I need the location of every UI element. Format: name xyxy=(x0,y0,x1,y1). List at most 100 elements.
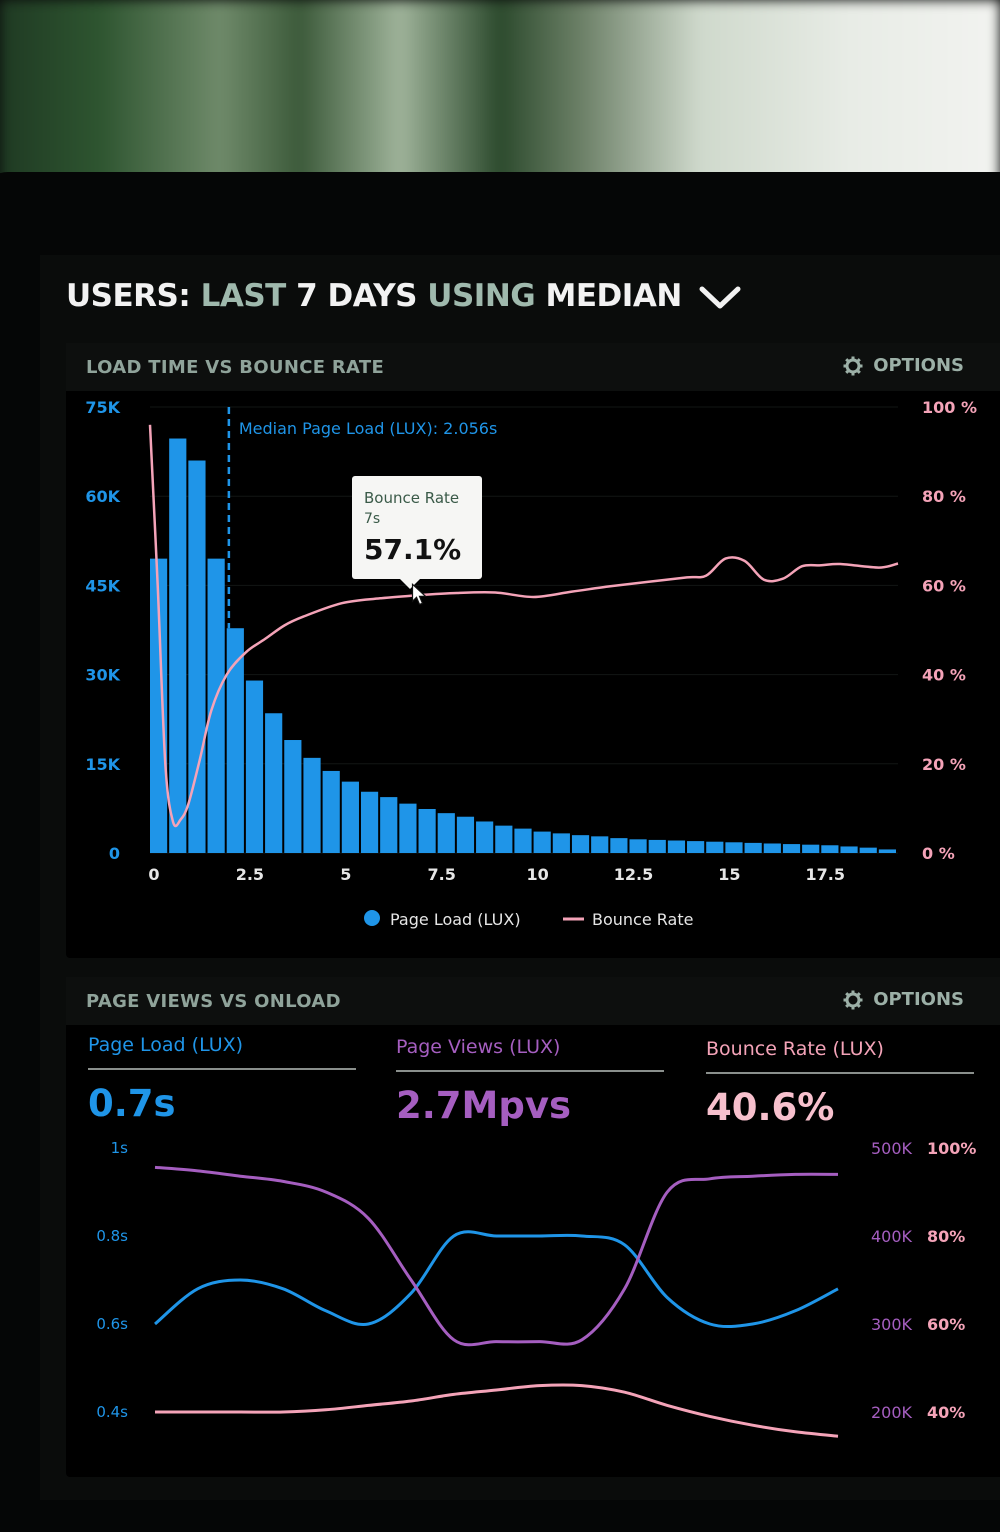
y-right-tick-label: 20 % xyxy=(922,755,966,774)
tooltip-pointer xyxy=(400,579,420,589)
bar xyxy=(476,821,494,853)
bar xyxy=(840,846,858,853)
bar xyxy=(169,438,187,853)
y-left-tick-label: 0 xyxy=(109,844,120,863)
legend-label: Bounce Rate xyxy=(592,910,693,929)
metric-page-load[interactable]: Page Load (LUX) 0.7s xyxy=(88,1034,356,1125)
metric-bounce-rate[interactable]: Bounce Rate (LUX) 40.6% xyxy=(706,1038,974,1129)
load-time-chart: 0 15K 30K 45K 60K 75K 0 % 20 % 40 % 60 % 80 % 100 %… xyxy=(85,398,977,929)
page-title[interactable]: USERS: LAST 7 DAYS USING MEDIAN xyxy=(66,278,742,314)
metric-divider xyxy=(396,1070,664,1072)
title-last: LAST xyxy=(200,278,287,314)
title-aggregate: MEDIAN xyxy=(545,278,683,314)
bar xyxy=(687,841,705,853)
bar xyxy=(610,838,628,853)
gear-icon xyxy=(843,990,863,1009)
metric-value: 40.6% xyxy=(706,1086,835,1129)
median-label: Median Page Load (LUX): 2.056s xyxy=(239,419,497,438)
metric-page-views[interactable]: Page Views (LUX) 2.7Mpvs xyxy=(396,1036,664,1127)
bar xyxy=(667,840,686,853)
cursor-icon xyxy=(411,582,428,606)
bar xyxy=(725,842,743,853)
options-label: OPTIONS xyxy=(873,989,964,1010)
title-range: 7 DAYS xyxy=(296,278,417,314)
options-button[interactable]: OPTIONS xyxy=(843,355,964,376)
gear-icon xyxy=(843,356,863,375)
title-users: USERS: xyxy=(66,278,191,314)
bar xyxy=(303,757,321,853)
bar xyxy=(456,816,475,853)
bar xyxy=(802,844,820,853)
bounce-rate-line xyxy=(148,424,899,828)
bar xyxy=(399,803,417,853)
y-right-tick-label: 60 % xyxy=(922,576,966,595)
y-left-tick-label: 45K xyxy=(85,576,120,595)
bar xyxy=(648,839,666,853)
x-tick-label: 10 xyxy=(526,865,548,884)
bar xyxy=(226,628,244,853)
legend-marker xyxy=(364,910,380,926)
x-tick-label: 0 xyxy=(148,865,159,884)
tooltip-x: 7s xyxy=(364,511,380,527)
bar xyxy=(591,836,609,853)
options-label: OPTIONS xyxy=(873,355,964,376)
options-button[interactable]: OPTIONS xyxy=(843,989,964,1010)
metric-label: Bounce Rate (LUX) xyxy=(706,1038,884,1060)
y-left-tick-label: 75K xyxy=(85,398,120,417)
title-using: USING xyxy=(427,278,536,314)
panel-header: PAGE VIEWS VS ONLOAD OPTIONS xyxy=(66,977,1000,1025)
x-tick-label: 5 xyxy=(340,865,351,884)
bar xyxy=(418,808,436,853)
y-left-tick-label: 15K xyxy=(85,755,120,774)
metric-value: 2.7Mpvs xyxy=(396,1084,571,1127)
tooltip-value: 57.1% xyxy=(364,533,461,566)
bar xyxy=(495,825,513,853)
bar xyxy=(284,740,302,853)
bar xyxy=(859,847,877,853)
y-left-tick-label: 30K xyxy=(85,666,120,685)
bar xyxy=(706,841,724,853)
panel-header: LOAD TIME VS BOUNCE RATE OPTIONS xyxy=(66,343,1000,391)
bar xyxy=(782,844,801,853)
y-right-tick-label: 100 % xyxy=(922,398,977,417)
x-tick-label: 12.5 xyxy=(614,865,653,884)
panel-title: PAGE VIEWS VS ONLOAD xyxy=(86,991,341,1012)
y-right-tick-label: 0 % xyxy=(922,844,955,863)
bar xyxy=(150,558,168,853)
bar xyxy=(265,713,283,853)
panel-title: LOAD TIME VS BOUNCE RATE xyxy=(86,357,385,378)
bar xyxy=(763,843,781,853)
x-tick-label: 2.5 xyxy=(236,865,264,884)
y-right-tick-label: 40 % xyxy=(922,666,966,685)
x-tick-label: 7.5 xyxy=(428,865,456,884)
bar xyxy=(878,849,896,853)
bar xyxy=(380,797,398,853)
bar xyxy=(821,845,839,853)
metric-value: 0.7s xyxy=(88,1082,176,1125)
bar xyxy=(360,791,379,853)
bar xyxy=(744,842,762,853)
bar xyxy=(322,770,340,853)
bar xyxy=(629,839,647,853)
bar xyxy=(571,835,590,853)
y-left-tick-label: 60K xyxy=(85,487,120,506)
bar xyxy=(245,680,264,853)
tooltip-series: Bounce Rate xyxy=(364,489,459,507)
metric-divider xyxy=(706,1072,974,1074)
bar xyxy=(341,781,359,853)
bar xyxy=(437,813,455,853)
metric-label: Page Views (LUX) xyxy=(396,1036,561,1058)
x-tick-label: 15 xyxy=(718,865,740,884)
background-photo xyxy=(0,0,1000,200)
y-right-tick-label: 80 % xyxy=(922,487,966,506)
bar xyxy=(207,558,225,853)
bar xyxy=(552,833,570,853)
tooltip-box xyxy=(352,476,482,579)
metric-divider xyxy=(88,1068,356,1070)
bar xyxy=(514,828,532,853)
bar xyxy=(533,831,551,853)
tooltip[interactable]: Bounce Rate 7s 57.1% xyxy=(352,476,482,589)
chevron-down-icon[interactable] xyxy=(698,285,742,311)
metric-label: Page Load (LUX) xyxy=(88,1034,244,1056)
x-tick-label: 17.5 xyxy=(806,865,845,884)
